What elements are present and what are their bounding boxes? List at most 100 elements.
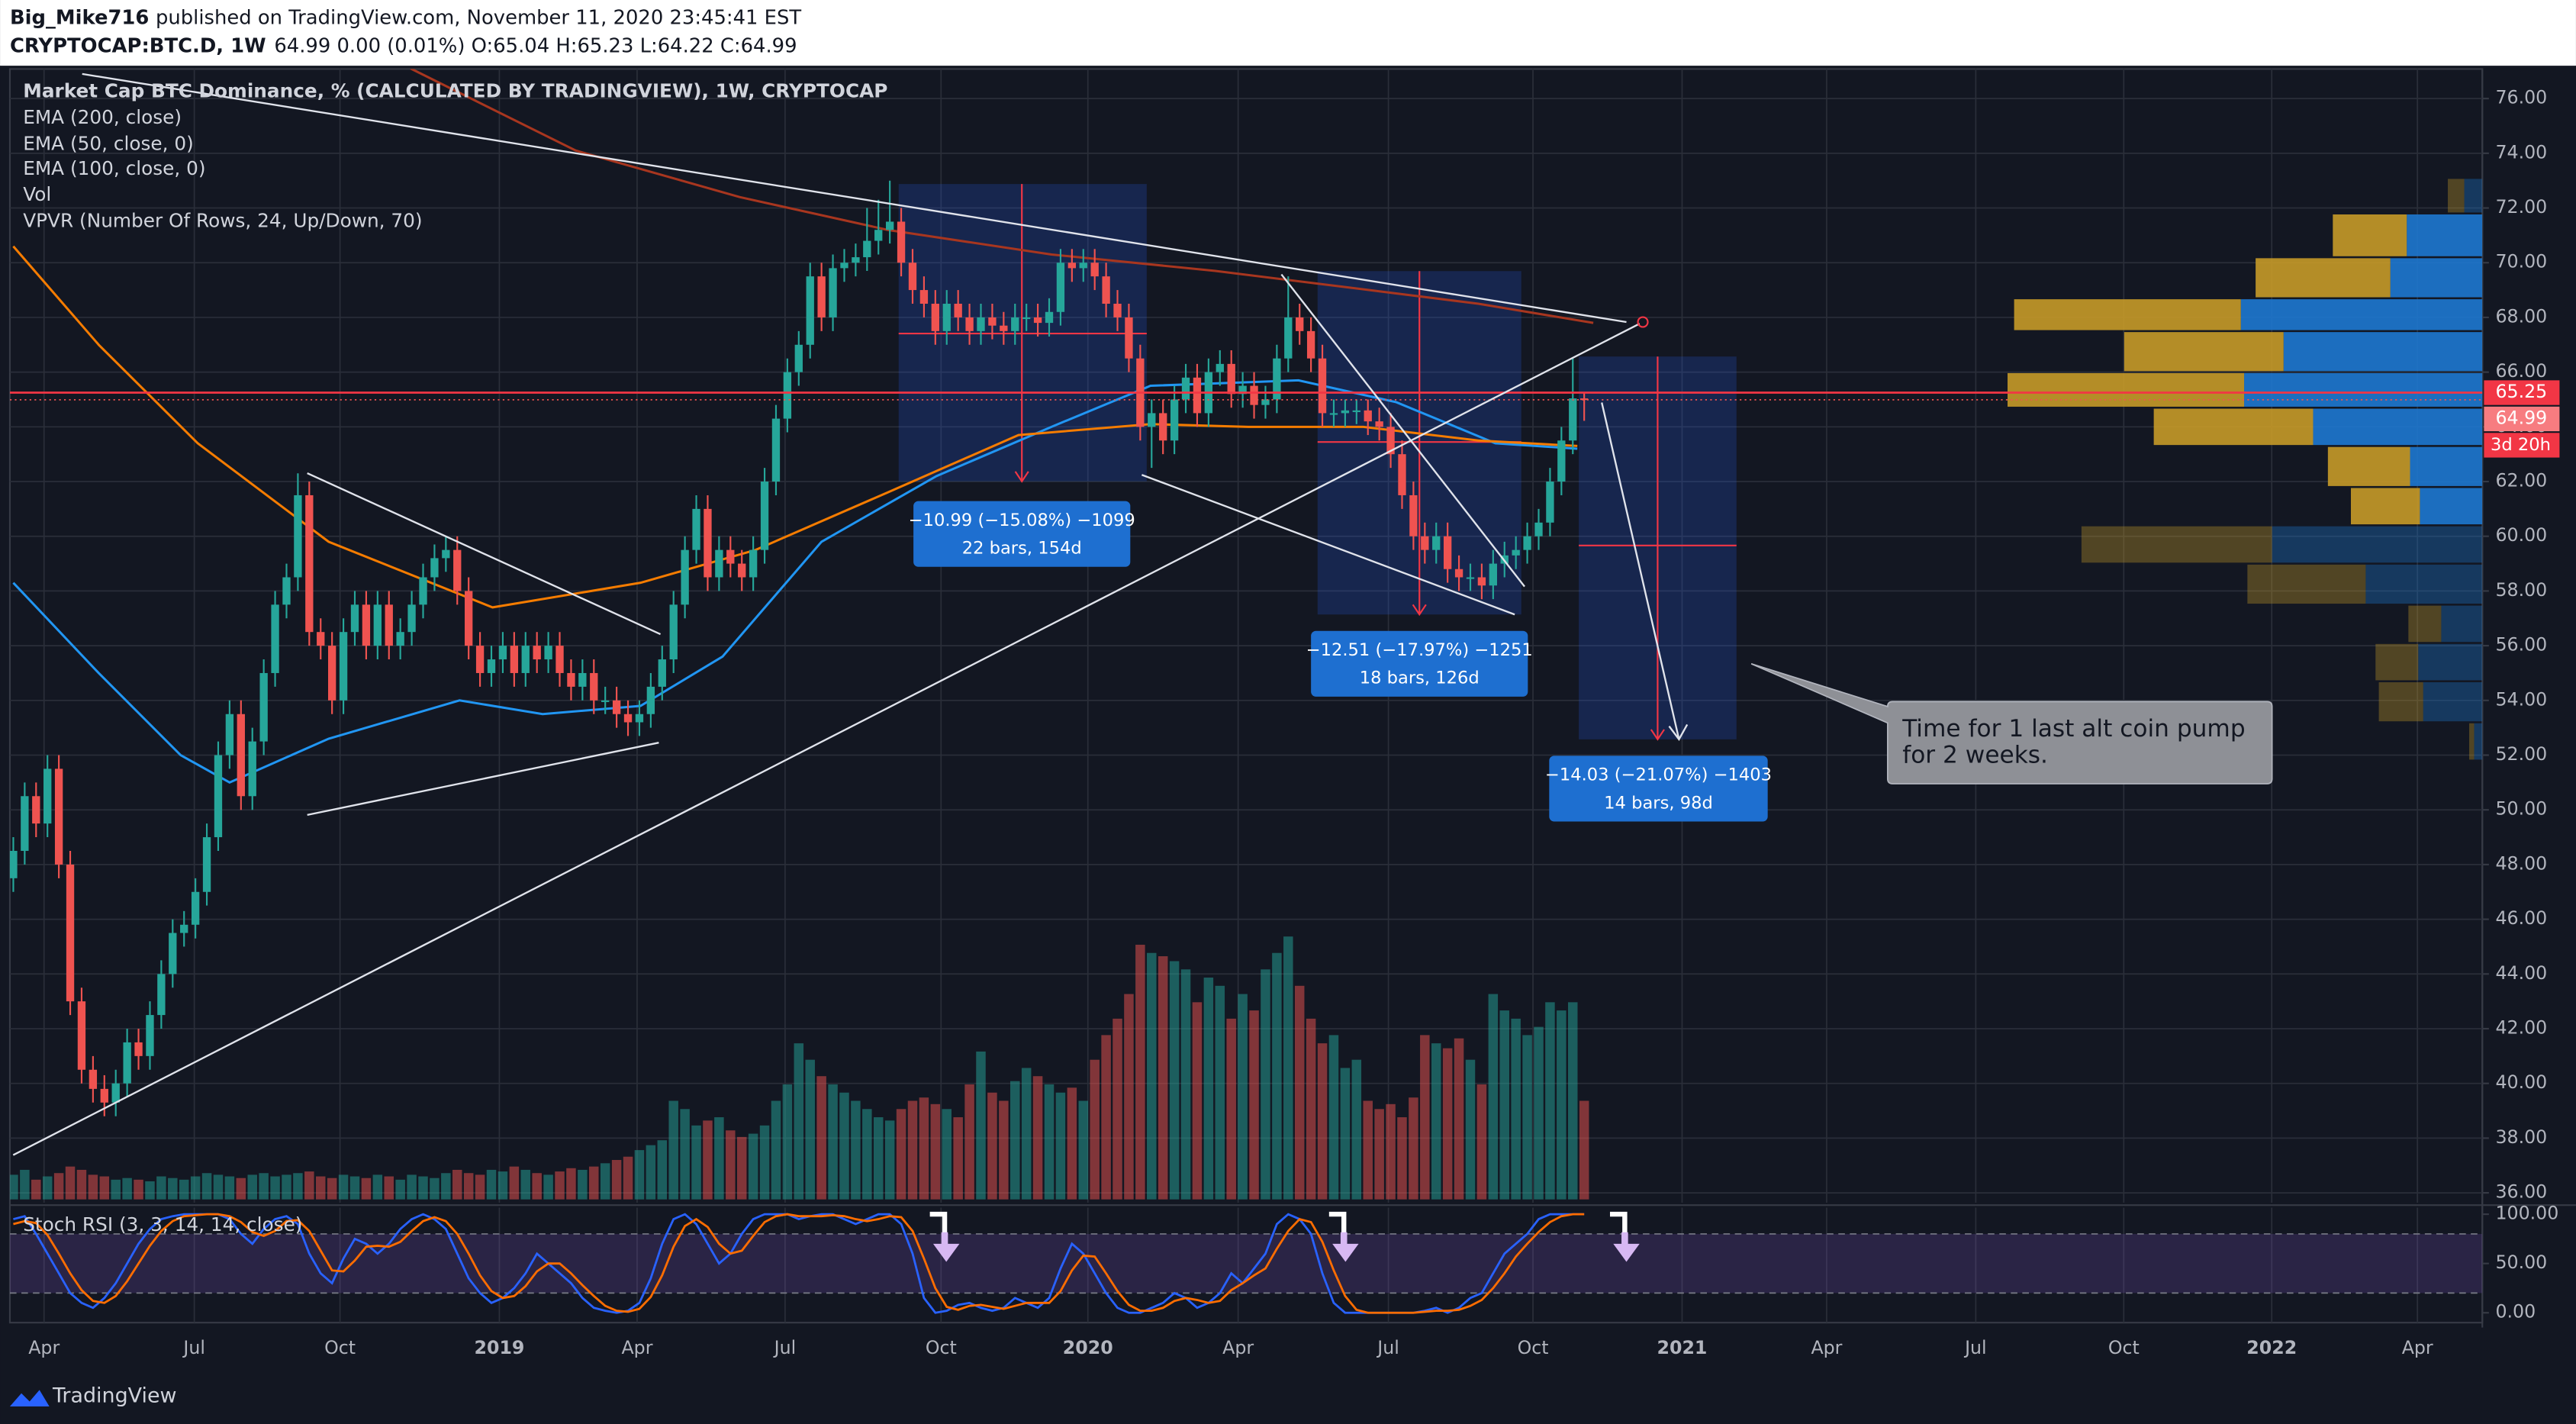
volume-bar	[987, 1092, 997, 1200]
measure-change: −10.99 (−15.08%) −1099	[909, 511, 1135, 530]
quote: 64.99 0.00 (0.01%) O:65.04 H:65.23 L:64.…	[274, 34, 797, 57]
volume-bar	[497, 1171, 508, 1200]
candle-body	[885, 221, 894, 230]
volume-bar	[1283, 936, 1293, 1200]
volume-bar	[88, 1174, 98, 1200]
brand: TradingView	[52, 1384, 177, 1408]
y-tick-label: 46.00	[2495, 907, 2547, 929]
candle-body	[852, 257, 860, 263]
trend-arrowhead	[1668, 723, 1689, 742]
candle-body	[1318, 358, 1327, 414]
volume-bar	[839, 1092, 849, 1200]
candle-body	[1159, 413, 1167, 441]
volume-bar	[1055, 1092, 1066, 1200]
volume-bar	[315, 1176, 326, 1200]
candle-body	[726, 549, 735, 564]
volume-bar	[338, 1174, 349, 1200]
y-tick-label: 48.00	[2495, 852, 2547, 874]
legend-volume[interactable]: Vol	[23, 183, 51, 205]
volume-bar	[145, 1181, 155, 1200]
volume-bar	[111, 1179, 121, 1200]
measure-arrow	[1014, 471, 1029, 483]
volume-bar	[726, 1130, 736, 1200]
legend-stoch[interactable]: Stoch RSI (3, 3, 14, 14, close)	[23, 1213, 302, 1236]
y-tick-label: 50.00	[2495, 798, 2547, 820]
candle-body	[977, 317, 985, 331]
volume-bar	[555, 1171, 565, 1200]
x-tick-label: Jul	[1963, 1337, 1987, 1358]
volume-bar	[1409, 1097, 1418, 1200]
volume-bar	[668, 1100, 678, 1200]
volume-bar	[1113, 1018, 1122, 1200]
volume-bar	[896, 1109, 906, 1200]
callout-box[interactable]	[1750, 662, 2273, 784]
candle-body	[32, 796, 40, 824]
volume-bar	[634, 1150, 645, 1200]
candle-body	[1489, 563, 1497, 586]
vpvr-down	[2420, 488, 2483, 525]
candle-body	[760, 482, 769, 550]
x-tick-label: Apr	[1222, 1337, 1254, 1358]
y-tick-label: 56.00	[2495, 634, 2547, 656]
candle-body	[89, 1069, 98, 1089]
vpvr-down	[2464, 179, 2483, 213]
candle-body	[715, 549, 723, 578]
stoch-tick-label: 0.00	[2495, 1301, 2536, 1323]
candle-body	[738, 563, 746, 578]
legend-ema200[interactable]: EMA (200, close)	[23, 106, 182, 128]
volume-bar	[816, 1076, 826, 1200]
candle-body	[817, 276, 826, 317]
vpvr-up	[2448, 179, 2465, 213]
candle-body	[271, 604, 279, 673]
x-tick-label: Apr	[28, 1337, 60, 1358]
vpvr-up	[2469, 723, 2475, 760]
volume-bar	[1579, 1100, 1589, 1200]
candle-body	[965, 317, 974, 331]
vpvr-up	[2014, 299, 2241, 330]
y-tick-label: 68.00	[2495, 305, 2547, 327]
legend-ema100[interactable]: EMA (100, close, 0)	[23, 157, 205, 179]
candle-body	[385, 604, 393, 646]
volume-bar	[418, 1176, 428, 1200]
hook-arrow	[929, 1211, 948, 1236]
volume-bar	[76, 1169, 87, 1200]
candle-body	[498, 646, 507, 660]
candle-body	[1193, 377, 1202, 414]
volume-bar	[293, 1173, 303, 1200]
candle-body	[1033, 317, 1042, 324]
x-tick-label: Oct	[1518, 1337, 1549, 1358]
author[interactable]: Big_Mike716	[10, 6, 149, 29]
volume-bar	[463, 1173, 474, 1200]
candle-body	[1329, 413, 1338, 415]
candle-body	[1216, 363, 1224, 372]
trend-line	[307, 472, 662, 636]
brand-logo[interactable]: TradingView	[9, 1384, 177, 1408]
candle-body	[442, 549, 450, 559]
volume-bar	[1078, 1100, 1089, 1200]
volume-bar	[919, 1097, 929, 1200]
volume-bar	[543, 1174, 553, 1200]
volume-bar	[213, 1174, 224, 1200]
candle-body	[282, 577, 291, 605]
volume-bar	[168, 1178, 178, 1200]
legend-vpvr[interactable]: VPVR (Number Of Rows, 24, Up/Down, 70)	[23, 210, 422, 232]
volume-bar	[201, 1173, 212, 1200]
volume-bar	[236, 1178, 246, 1200]
candle-body	[327, 646, 336, 701]
candle-body	[1421, 536, 1429, 550]
y-tick-label: 76.00	[2495, 87, 2547, 108]
vpvr-down	[2423, 682, 2483, 722]
volume-bar	[122, 1178, 132, 1200]
candle-body	[475, 646, 485, 673]
legend-ema50[interactable]: EMA (50, close, 0)	[23, 132, 194, 154]
volume-bar	[828, 1084, 838, 1200]
volume-bar	[1557, 1010, 1567, 1200]
y-tick-label: 44.00	[2495, 962, 2547, 984]
candle-body	[1045, 311, 1054, 324]
volume-bar	[999, 1100, 1009, 1200]
volume-bar	[1238, 994, 1248, 1200]
symbol: CRYPTOCAP:BTC.D, 1W	[10, 34, 266, 57]
vpvr-up	[2247, 564, 2366, 604]
trend-line	[1141, 474, 1515, 616]
candle-body	[829, 268, 837, 317]
